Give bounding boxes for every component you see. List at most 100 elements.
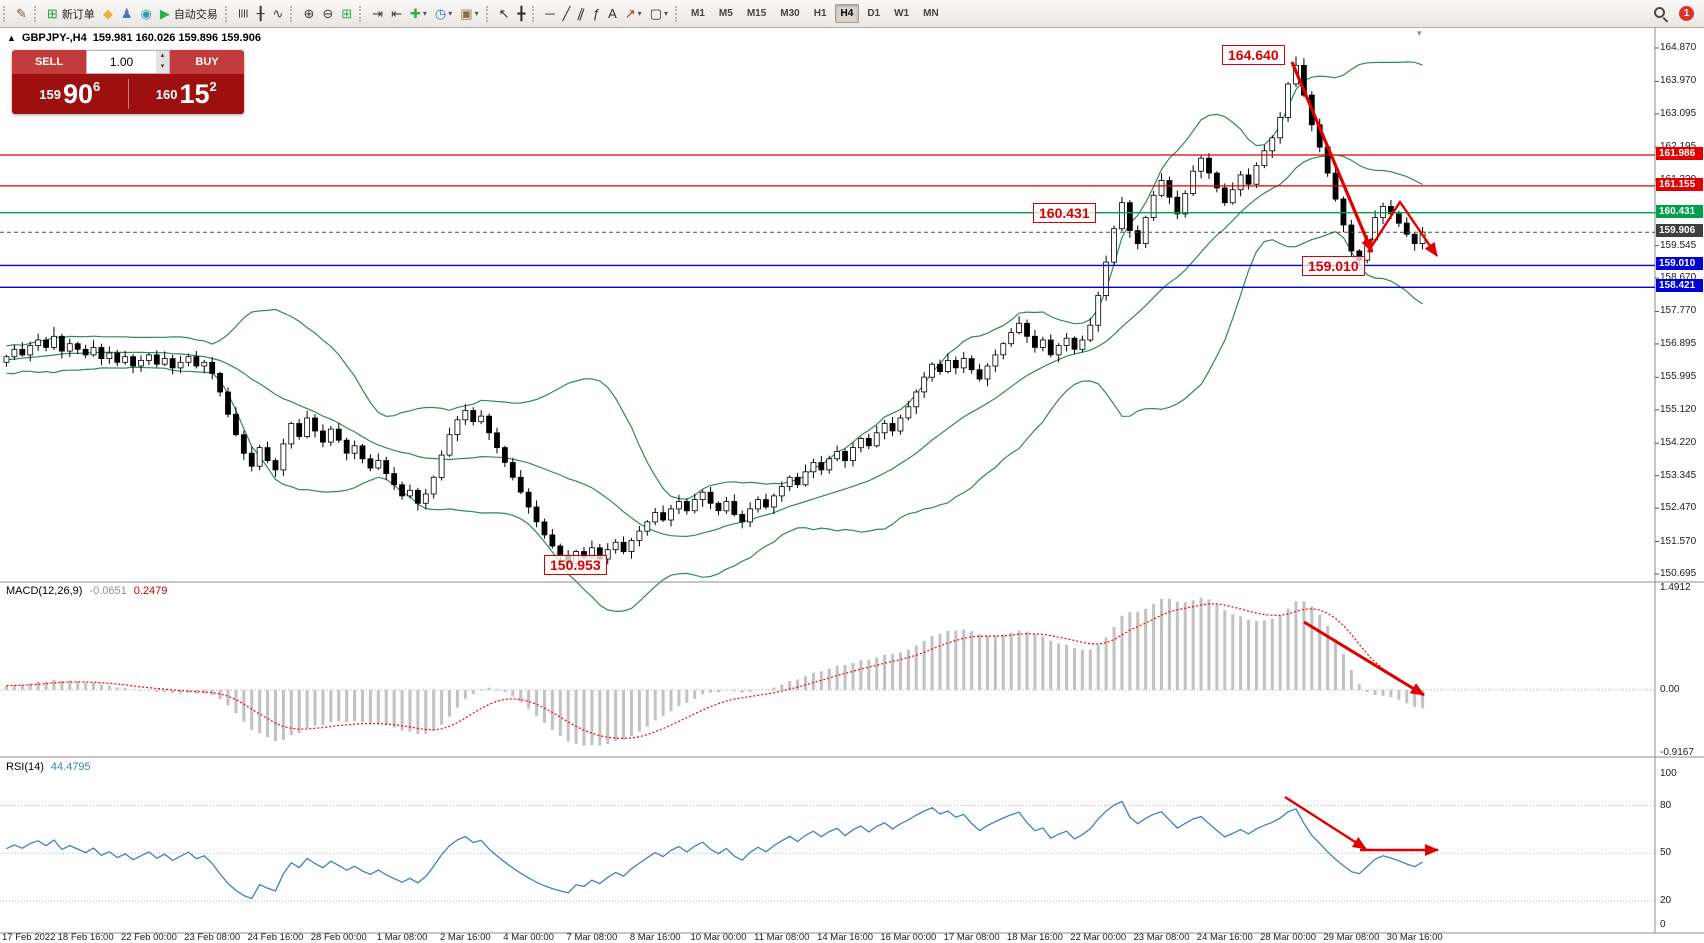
timeframe-h4[interactable]: H4 [834,4,860,23]
buy-price-prefix: 160 [155,86,178,102]
timeframe-m5[interactable]: M5 [718,8,733,19]
channel-button[interactable]: ∥ [575,3,588,25]
toolbar-grip [359,5,363,22]
one-click-toggle-icon[interactable]: ▲ [7,33,16,43]
arrow-tool-icon: ↗ [624,6,636,21]
trendline-button[interactable]: ╱ [560,3,574,25]
zoom-out-icon: ⊖ [322,6,334,21]
play-icon: ▶ [159,6,170,21]
zoom-in-button[interactable]: ⊕ [300,3,317,25]
timeframe-m30[interactable]: M30 [780,8,800,19]
bar-chart-button[interactable]: ≣ [235,3,252,25]
candlestick-icon: ╂ [256,6,265,21]
dropdown-caret-icon: ▾ [448,9,453,18]
auto-scroll-icon: ⇥ [372,6,384,21]
sell-button[interactable]: SELL [12,50,86,74]
channel-icon: ∥ [575,5,588,22]
volume-spinner: ▴ ▾ [156,51,169,73]
fibonacci-icon: ƒ [592,6,601,21]
person-icon: ♟ [120,6,133,21]
fibonacci-button[interactable]: ƒ [590,3,603,25]
timeframe-w1[interactable]: W1 [894,8,910,19]
shapes-button[interactable]: ▢ ▾ [647,3,671,25]
buy-price: 160 15 2 [129,74,245,114]
trend-arrow [1366,199,1438,257]
bar-chart-icon: ≣ [235,8,251,19]
metaeditor-button[interactable]: ✎ [13,3,30,25]
notification-badge[interactable]: 1 [1679,6,1694,21]
horizontal-line-icon: ─ [545,6,555,21]
toolbar-group-zoom: ⊕ ⊖ ⊞ [287,3,356,25]
indicators-button[interactable]: ✚ ▾ [407,3,430,25]
horizontal-line-button[interactable]: ─ [542,3,557,25]
indicators-plus-icon: ✚ [409,6,421,21]
toolbar-right: 1 [1652,5,1704,22]
cursor-button[interactable]: ↖ [496,3,513,25]
dropdown-caret-icon: ▾ [474,9,479,18]
one-click-trading-panel: SELL ▴ ▾ BUY 159 90 6 160 [12,50,244,114]
autotrading-button[interactable]: ▶ 自动交易 [157,3,221,25]
toolbar-grip [224,5,229,22]
text-button[interactable]: A [605,3,620,25]
toolbar-group-edit: ✎ [0,3,31,25]
sell-price-main: 90 [62,78,93,109]
toolbar-grip [675,5,679,22]
price-divider [127,79,129,109]
sell-price-prefix: 159 [39,86,61,102]
trade-widget-controls: SELL ▴ ▾ BUY [12,50,244,74]
cursor-arrow-icon: ↖ [498,6,510,21]
template-icon: ▣ [460,6,473,21]
new-order-icon: ⊞ [46,6,58,21]
toolbar-group-trade: ⊞ 新订单 ◆ ♟ ◉ ▶ 自动交易 [31,3,222,25]
bollinger-bands [6,61,1423,613]
sell-price: 159 90 6 [12,74,128,114]
buy-price-pip: 2 [209,79,217,94]
toolbar-grip [485,5,490,22]
tile-grid-icon: ⊞ [341,6,353,21]
auto-scroll-button[interactable]: ⇥ [369,3,386,25]
toolbar-groups: ✎ ⊞ 新订单 ◆ ♟ ◉ ▶ 自动交易 ≣ ╂ ∿ ⊕ ⊖ ⊞ ⇥ ⇤ ✚ ▾ ◷ ▾ ▣ ▾ ↖ ╋ ─ ╱ ∥ ƒ A ↗ ▾ ▢ ▾ M1… [0,3,1652,25]
new-order-button[interactable]: ⊞ 新订单 [44,3,98,25]
search-icon[interactable] [1652,5,1669,22]
timeframe-d1[interactable]: D1 [867,8,881,19]
volume-decrease-button[interactable]: ▾ [160,63,165,70]
tile-windows-button[interactable]: ⊞ [338,3,355,25]
dropdown-caret-icon: ▾ [422,9,427,18]
toolbar-group-cursor-tools: ↖ ╋ [483,3,530,25]
buy-button[interactable]: BUY [170,50,244,74]
candles [3,56,1426,568]
candlestick-chart-button[interactable]: ╂ [254,3,268,25]
timeframe-m1[interactable]: M1 [691,8,705,19]
timeframe-m15[interactable]: M15 [746,8,767,19]
toolbar-group-timeframes: M1 M5 M15 M30 H1 H4 D1 W1 MN [672,4,946,23]
shapes-icon: ▢ [649,6,662,21]
toolbar-grip [532,5,536,22]
toolbar-grip [290,5,294,22]
trend-arrow [1284,795,1367,851]
toolbar-grip [33,5,38,22]
arrows-button[interactable]: ↗ ▾ [622,3,645,25]
diamond-icon: ◆ [102,6,113,21]
volume-increase-button[interactable]: ▴ [160,52,165,59]
templates-button[interactable]: ▣ ▾ [457,3,481,25]
chart-shift-button[interactable]: ⇤ [388,3,405,25]
mql5-community-button[interactable]: ◉ [137,3,154,25]
periods-button[interactable]: ◷ ▾ [432,3,455,25]
sell-price-pip: 6 [93,79,101,94]
line-chart-icon: ∿ [272,6,284,21]
timeframe-mn[interactable]: MN [923,8,939,19]
new-order-button-label: 新订单 [61,8,95,21]
line-chart-button[interactable]: ∿ [270,3,287,25]
zoom-out-button[interactable]: ⊖ [319,3,336,25]
market-watch-button[interactable]: ♟ [118,3,136,25]
toolbar-grip [3,5,7,22]
globe-icon: ◉ [140,6,152,21]
autotrading-button-label: 自动交易 [173,8,218,21]
crosshair-button[interactable]: ╋ [514,3,528,25]
dropdown-caret-icon: ▾ [637,9,642,18]
volume-input[interactable] [87,51,156,73]
metaquotes-button[interactable]: ◆ [100,3,116,25]
timeframe-h1[interactable]: H1 [813,8,827,19]
